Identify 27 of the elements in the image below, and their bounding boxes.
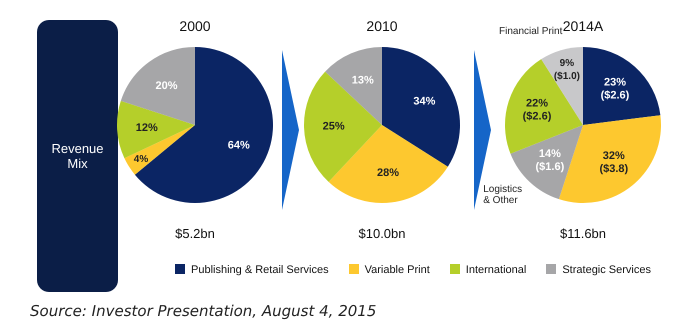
chart-title: 2000: [178, 18, 212, 34]
data-label: 32% ($3.8): [599, 150, 629, 175]
legend-label: Publishing & Retail Services: [190, 264, 329, 276]
text: $11.6bn: [558, 226, 608, 241]
legend-label: Variable Print: [364, 264, 430, 276]
data-label: 14% ($1.6): [536, 148, 565, 173]
source-note: Source: Investor Presentation, August 4, 2015: [30, 302, 376, 320]
legend-label: International: [464, 264, 526, 276]
data-label: 25%: [322, 120, 345, 133]
text: $10.0bn: [358, 226, 406, 241]
chart-title: 2010: [365, 18, 399, 34]
data-label: 23% ($2.6): [600, 76, 630, 102]
slice-label: Financial Print: [499, 26, 562, 38]
data-label: 64%: [228, 140, 250, 152]
slice-label: Logistics & Other: [483, 184, 522, 206]
data-label: 9% ($1.0): [554, 58, 580, 82]
text: Revenue Mix: [37, 20, 118, 292]
data-label: 4%: [134, 154, 148, 166]
data-label: 13%: [352, 74, 374, 87]
text: $5.2bn: [174, 226, 216, 241]
data-label: 22% ($2.6): [522, 98, 552, 123]
data-label: 28%: [377, 167, 400, 180]
chart-title: 2014A: [562, 18, 604, 34]
legend-label: Strategic Services: [561, 264, 651, 276]
data-label: 12%: [136, 122, 158, 134]
data-label: 20%: [156, 80, 178, 92]
data-label: 34%: [413, 96, 436, 108]
